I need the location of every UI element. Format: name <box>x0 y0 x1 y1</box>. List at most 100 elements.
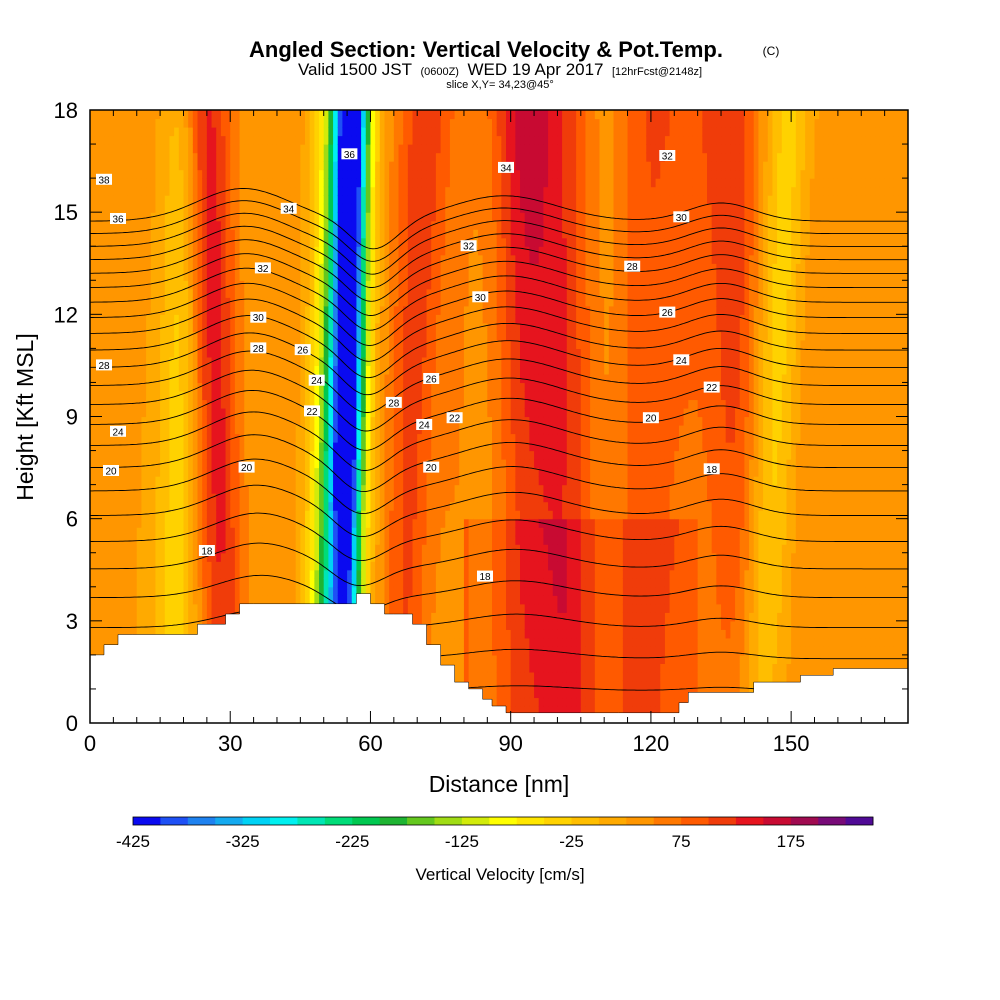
heatmap-cell <box>309 169 315 179</box>
heatmap-cell <box>272 561 278 571</box>
heatmap-cell <box>398 484 404 494</box>
heatmap-cell <box>90 510 96 520</box>
heatmap-cell <box>169 450 175 460</box>
heatmap-cell <box>258 552 264 562</box>
heatmap-cell <box>290 127 297 137</box>
heatmap-cell <box>169 629 175 639</box>
heatmap-cell <box>211 314 217 324</box>
heatmap-cell <box>272 510 278 520</box>
heatmap-cell <box>192 620 199 630</box>
heatmap-cell <box>225 169 231 179</box>
heatmap-cell <box>132 169 138 179</box>
heatmap-cell <box>192 569 199 579</box>
heatmap-cell <box>113 510 119 520</box>
heatmap-cell <box>234 144 241 154</box>
heatmap-cell <box>398 407 404 418</box>
heatmap-cell <box>220 263 227 273</box>
heatmap-cell <box>160 288 166 298</box>
heatmap-cell <box>192 178 199 188</box>
heatmap-cell <box>319 416 325 426</box>
heatmap-cell <box>333 433 339 443</box>
heatmap-cell <box>146 271 152 281</box>
heatmap-cell <box>375 348 381 358</box>
heatmap-cell <box>389 229 395 239</box>
heatmap-cell <box>188 399 194 409</box>
heatmap-cell <box>188 169 194 179</box>
heatmap-cell <box>319 501 325 511</box>
heatmap-cell <box>319 127 325 137</box>
heatmap-cell <box>94 161 100 171</box>
heatmap-cell <box>403 178 409 188</box>
heatmap-cell <box>216 127 222 137</box>
heatmap-cell <box>188 152 194 162</box>
heatmap-cell <box>333 186 339 196</box>
heatmap-cell <box>248 186 255 196</box>
heatmap-cell <box>104 127 110 137</box>
heatmap-cell <box>220 271 227 281</box>
heatmap-cell <box>314 518 320 528</box>
heatmap-cell <box>379 356 386 367</box>
heatmap-cell <box>407 544 414 554</box>
heatmap-cell <box>239 118 245 128</box>
heatmap-cell <box>244 203 250 213</box>
heatmap-cell <box>384 578 390 588</box>
heatmap-cell <box>253 110 259 120</box>
heatmap-cell <box>351 578 358 588</box>
heatmap-cell <box>384 603 390 613</box>
heatmap-cell <box>356 254 362 264</box>
heatmap-cell <box>267 356 273 367</box>
heatmap-cell <box>403 195 409 205</box>
heatmap-cell <box>389 110 395 120</box>
heatmap-cell <box>244 390 250 401</box>
heatmap-cell <box>155 280 161 290</box>
heatmap-cell <box>136 544 143 554</box>
heatmap-cell <box>379 220 386 230</box>
heatmap-cell <box>370 339 376 349</box>
heatmap-cell <box>276 527 283 537</box>
heatmap-cell <box>398 382 404 392</box>
heatmap-cell <box>347 586 353 596</box>
heatmap-cell <box>407 382 414 392</box>
heatmap-cell <box>127 186 133 196</box>
heatmap-cell <box>197 322 203 332</box>
heatmap-cell <box>183 629 189 639</box>
heatmap-cell <box>188 578 194 588</box>
heatmap-cell <box>384 212 390 222</box>
heatmap-cell <box>90 493 96 503</box>
heatmap-cell <box>403 348 409 358</box>
heatmap-cell <box>225 365 231 375</box>
heatmap-cell <box>379 416 386 426</box>
heatmap-cell <box>253 271 259 281</box>
heatmap-cell <box>192 356 199 367</box>
heatmap-cell <box>361 493 367 503</box>
heatmap-cell <box>127 237 133 247</box>
heatmap-cell <box>122 518 128 528</box>
heatmap-cell <box>160 493 166 503</box>
heatmap-cell <box>225 135 231 145</box>
heatmap-cell <box>118 220 124 230</box>
heatmap-cell <box>206 399 213 409</box>
heatmap-cell <box>244 339 250 349</box>
heatmap-cell <box>356 373 362 384</box>
heatmap-cell <box>276 178 283 188</box>
heatmap-cell <box>174 382 180 392</box>
heatmap-cell <box>393 280 400 290</box>
heatmap-cell <box>146 161 152 171</box>
heatmap-cell <box>104 373 110 384</box>
heatmap-cell <box>351 331 358 341</box>
heatmap-cell <box>141 501 147 511</box>
heatmap-cell <box>384 178 390 188</box>
heatmap-cell <box>113 484 119 494</box>
heatmap-cell <box>104 237 110 247</box>
heatmap-cell <box>239 527 245 537</box>
heatmap-cell <box>118 305 124 315</box>
heatmap-cell <box>384 246 390 256</box>
heatmap-cell <box>267 373 273 384</box>
heatmap-cell <box>361 442 367 452</box>
heatmap-cell <box>248 229 255 239</box>
heatmap-cell <box>361 373 367 384</box>
heatmap-cell <box>281 178 287 188</box>
heatmap-cell <box>211 305 217 315</box>
heatmap-cell <box>104 212 110 222</box>
heatmap-cell <box>342 348 348 358</box>
